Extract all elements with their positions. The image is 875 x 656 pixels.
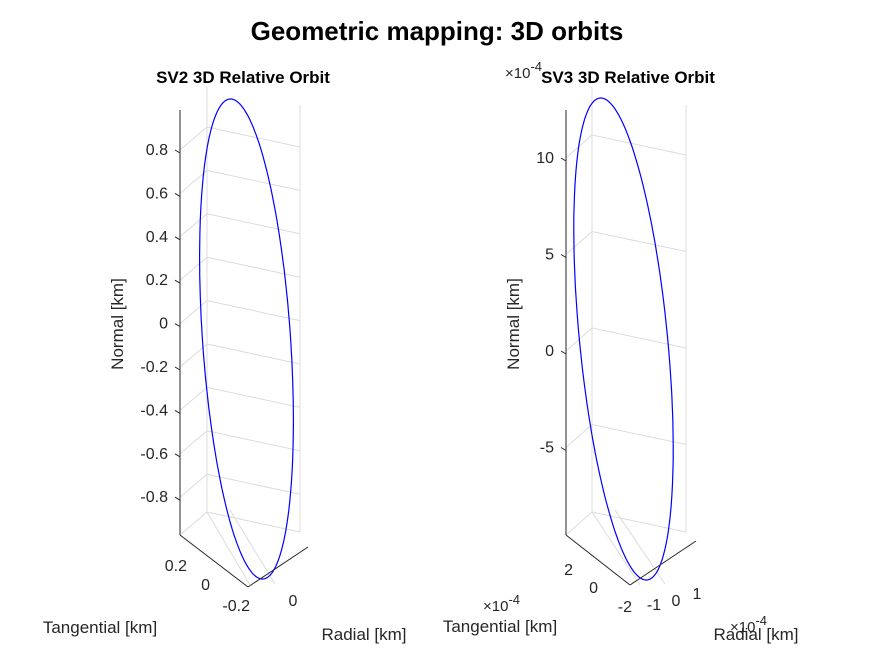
sv3-y-tick-label: 2: [564, 562, 573, 579]
sv2-ylabel: Tangential [km]: [43, 618, 157, 637]
sv3-z-tick-label: 5: [545, 247, 554, 264]
sv2-zlabel: Normal [km]: [108, 278, 127, 370]
sv3-xlabel: Radial [km]: [713, 625, 798, 644]
sv2-grid-line: [179, 511, 208, 536]
sv2-grid-line: [206, 213, 301, 235]
sv2-grid-line: [206, 511, 251, 586]
sv3-y-axis: [565, 534, 631, 586]
sv2-grid-line: [206, 473, 301, 495]
sv2-grid-line: [179, 170, 208, 194]
sv3-grid-line: [591, 511, 687, 533]
sv2-grid-line: [206, 430, 301, 452]
sv2-grid-line: [206, 300, 301, 322]
sv2-grid-line: [179, 473, 208, 498]
sv3-z-tick-label: -5: [540, 440, 554, 457]
sv3-orbit-line: [573, 97, 674, 581]
sv2-grid-line: [206, 126, 301, 148]
sv2-z-tick-label: 0.6: [146, 185, 168, 202]
sv2-z-tick-label: -0.8: [140, 489, 168, 506]
sv3-grid-line: [591, 511, 641, 586]
sv2-y-tick-label: 0.2: [165, 558, 187, 575]
sv2-z-tick-label: 0.8: [146, 142, 168, 159]
sv3-grid-line: [591, 231, 687, 252]
figure-title: Geometric mapping: 3D orbits: [251, 16, 624, 46]
sv3-axes: [565, 110, 697, 586]
sv2-z-tick-label: 0.2: [146, 272, 168, 289]
sv3-x-tick-label: -1: [647, 597, 661, 614]
sv3-x-tick-label: 1: [693, 586, 702, 603]
sv3-z-tick: [560, 350, 567, 355]
sv3-grid-line: [565, 231, 593, 255]
sv2-grid-line: [206, 169, 301, 191]
sv3-z-tick: [560, 254, 567, 258]
sv2-y-axis: [179, 534, 249, 588]
sv2-z-tick-label: -0.2: [140, 359, 168, 376]
sv2-grid-line: [179, 213, 208, 238]
sv2-grid-line: [206, 386, 301, 408]
sv2-grid-line: [179, 387, 208, 411]
sv2-z-tick-label: 0.4: [146, 229, 168, 246]
sv2-z-tick: [174, 279, 181, 284]
sv3-ylabel: Tangential [km]: [443, 617, 557, 636]
sv2-z-tick: [174, 149, 181, 154]
sv2-grid-line: [206, 256, 301, 278]
sv2-grid-line: [179, 126, 208, 151]
sv2-grid: [179, 87, 301, 586]
sv3-x-axis: [629, 540, 697, 586]
sv2-y-tick-label: 0: [201, 577, 210, 594]
subplot-sv2: 0.8 0.6 0.4 0.2 0 -0.2 -0.4 -0.6 -0.8 0.2 0 -0.2 0 S…: [43, 68, 407, 644]
sv3-grid-line: [565, 511, 593, 536]
sv3-grid-line: [591, 327, 687, 349]
sv3-x-exponent: ×10-4: [730, 613, 767, 636]
sv2-title: SV2 3D Relative Orbit: [156, 68, 330, 87]
sv2-z-tick: [174, 192, 181, 197]
sv3-z-exponent: ×10-4: [505, 59, 542, 82]
sv3-x-tick-label: 0: [672, 593, 681, 610]
sv2-x-axis: [247, 546, 309, 588]
sv2-z-tick-label: 0: [159, 316, 168, 333]
sv2-z-tick: [174, 496, 181, 501]
sv3-z-tick: [560, 157, 567, 162]
sv2-x-tick-label: 0: [289, 593, 298, 610]
sv2-orbit-line: [199, 98, 294, 580]
sv3-zlabel: Normal [km]: [504, 278, 523, 370]
sv2-grid-line: [229, 509, 276, 585]
sv3-z-tick-label: 10: [536, 150, 554, 167]
sv2-z-tick-label: -0.6: [140, 446, 168, 463]
sv2-grid-line: [179, 256, 208, 281]
sv3-grid-line: [591, 424, 687, 445]
sv2-axes: [179, 110, 309, 588]
sv2-z-tick: [174, 366, 181, 371]
sv2-grid-line: [179, 300, 208, 324]
sv2-grid-line: [206, 511, 301, 533]
sv2-grid-line: [179, 430, 208, 455]
sv2-z-tick: [174, 236, 181, 241]
sv3-y-tick-label: 0: [589, 580, 598, 597]
sv2-z-tick: [174, 409, 181, 414]
sv2-grid-line: [206, 343, 301, 365]
sv2-z-tick: [174, 323, 181, 328]
sv3-grid-line: [614, 509, 666, 585]
sv3-z-tick: [560, 447, 567, 451]
sv2-y-tick-label: -0.2: [222, 598, 250, 615]
sv2-xlabel: Radial [km]: [321, 625, 406, 644]
sv3-z-tick-label: 0: [545, 343, 554, 360]
sv2-z-tick-label: -0.4: [140, 402, 168, 419]
sv3-grid-line: [591, 134, 687, 156]
sv3-y-exponent: ×10-4: [483, 592, 520, 615]
sv3-title: SV3 3D Relative Orbit: [541, 68, 715, 87]
sv2-z-tick: [174, 453, 181, 458]
sv3-grid-line: [565, 424, 593, 448]
sv3-y-tick-label: -2: [618, 599, 632, 616]
sv2-ticks: 0.8 0.6 0.4 0.2 0 -0.2 -0.4 -0.6 -0.8 0.2 0 -0.2 0: [140, 142, 297, 615]
